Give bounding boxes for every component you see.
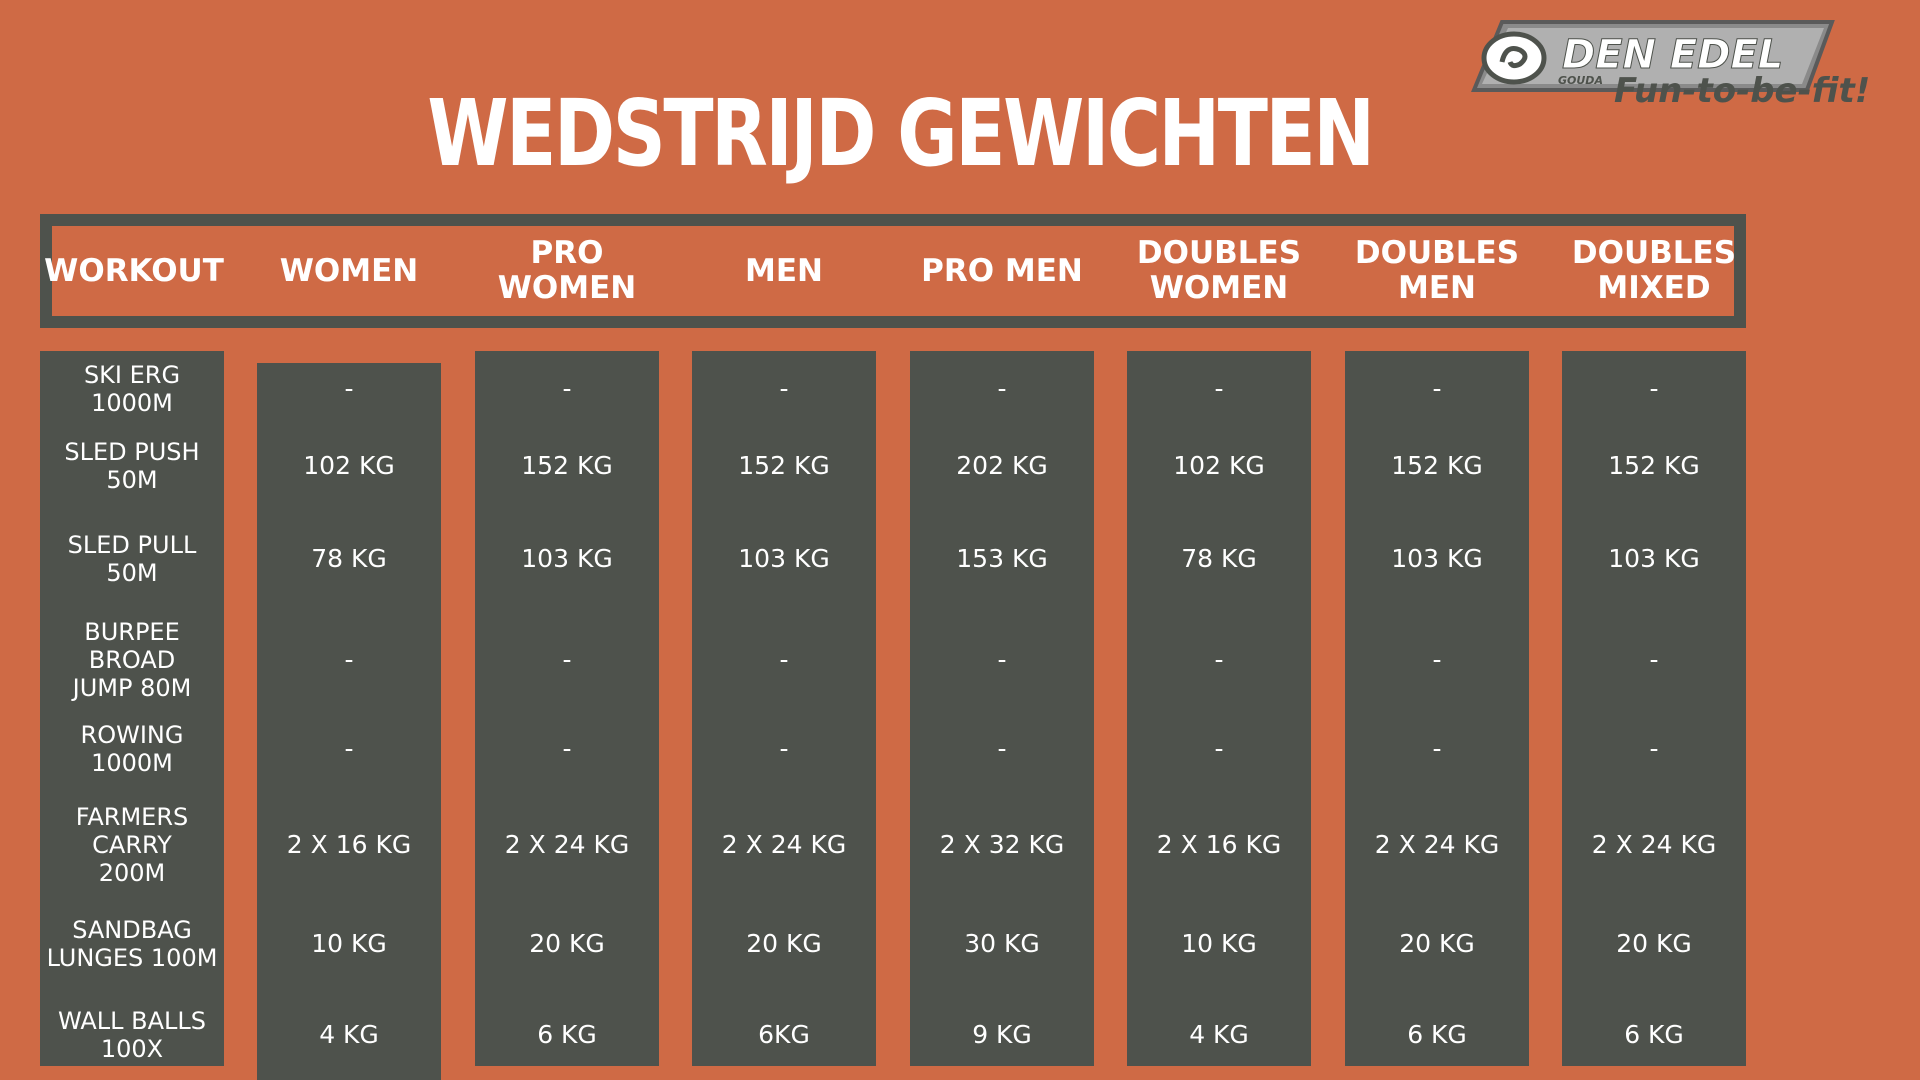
weight-cell: - xyxy=(1214,374,1224,403)
header-doubles-mixed: DOUBLES MIXED xyxy=(1571,235,1737,306)
weight-cell: 6 KG xyxy=(537,1020,597,1049)
header-workout: WORKOUT xyxy=(44,252,224,289)
weight-cell: 103 KG xyxy=(521,544,613,573)
weight-cell: 202 KG xyxy=(956,451,1048,480)
weight-cell: 2 X 24 KG xyxy=(1591,830,1717,859)
workout-label: FARMERS CARRY 200M xyxy=(75,803,189,887)
weight-cell: 6 KG xyxy=(1624,1020,1684,1049)
weight-cell: 152 KG xyxy=(1608,451,1700,480)
header-band xyxy=(54,228,1732,314)
workout-label: SLED PUSH 50M xyxy=(64,438,200,494)
header-men: MEN xyxy=(745,252,823,289)
weight-cell: - xyxy=(1649,734,1659,763)
category-column xyxy=(692,351,876,1066)
den-edel-logo: DEN EDEL GOUDA Fun-to-be-fit! xyxy=(1471,20,1870,111)
weight-cell: - xyxy=(562,734,572,763)
weight-cell: - xyxy=(779,374,789,403)
weight-cell: - xyxy=(1649,645,1659,674)
weight-cell: 20 KG xyxy=(529,929,605,958)
weight-cell: - xyxy=(997,374,1007,403)
weight-cell: 9 KG xyxy=(972,1020,1032,1049)
weight-cell: - xyxy=(344,645,354,674)
weight-cell: 6KG xyxy=(758,1020,810,1049)
weight-cell: 103 KG xyxy=(738,544,830,573)
logo-brand: DEN EDEL xyxy=(1562,32,1783,78)
workout-label: SLED PULL 50M xyxy=(67,531,197,587)
workout-column xyxy=(40,351,224,1066)
workout-label: SANDBAG LUNGES 100M xyxy=(46,916,218,972)
weight-cell: 30 KG xyxy=(964,929,1040,958)
weight-cell: 153 KG xyxy=(956,544,1048,573)
weight-cell: 20 KG xyxy=(746,929,822,958)
weight-cell: 2 X 16 KG xyxy=(1156,830,1282,859)
weight-cell: - xyxy=(997,645,1007,674)
weight-cell: - xyxy=(1649,374,1659,403)
weight-cell: 10 KG xyxy=(311,929,387,958)
weight-cell: 4 KG xyxy=(1189,1020,1249,1049)
weight-cell: - xyxy=(1214,734,1224,763)
weight-cell: - xyxy=(1214,645,1224,674)
weight-cell: 103 KG xyxy=(1391,544,1483,573)
workout-label: SKI ERG 1000M xyxy=(83,361,181,417)
weight-cell: - xyxy=(1432,734,1442,763)
weight-cell: 102 KG xyxy=(303,451,395,480)
weight-cell: 102 KG xyxy=(1173,451,1265,480)
weight-cell: 2 X 24 KG xyxy=(721,830,847,859)
weight-cell: - xyxy=(562,645,572,674)
weight-cell: - xyxy=(344,734,354,763)
category-column xyxy=(1127,351,1311,1066)
header-pro-men: PRO MEN xyxy=(921,252,1083,289)
weight-cell: - xyxy=(344,374,354,403)
category-column xyxy=(1345,351,1529,1066)
weight-cell: - xyxy=(1432,645,1442,674)
workout-label: BURPEE BROAD JUMP 80M xyxy=(72,618,192,702)
header-pro-women: PRO WOMEN xyxy=(497,235,637,306)
weight-cell: 2 X 24 KG xyxy=(504,830,630,859)
weight-cell: - xyxy=(997,734,1007,763)
workout-label: ROWING 1000M xyxy=(80,721,184,777)
category-column xyxy=(910,351,1094,1066)
weight-cell: - xyxy=(562,374,572,403)
weight-cell: 10 KG xyxy=(1181,929,1257,958)
weight-cell: 78 KG xyxy=(1181,544,1257,573)
weight-cell: 78 KG xyxy=(311,544,387,573)
weight-cell: 20 KG xyxy=(1616,929,1692,958)
header-women: WOMEN xyxy=(279,252,419,289)
weight-cell: 103 KG xyxy=(1608,544,1700,573)
logo-tagline: Fun-to-be-fit! xyxy=(1614,71,1870,111)
weight-cell: - xyxy=(1432,374,1442,403)
workout-label: WALL BALLS 100X xyxy=(57,1007,207,1063)
logo-location: GOUDA xyxy=(1558,74,1603,87)
category-column xyxy=(475,351,659,1066)
weight-cell: 20 KG xyxy=(1399,929,1475,958)
weight-cell: 6 KG xyxy=(1407,1020,1467,1049)
weight-cell: - xyxy=(779,645,789,674)
weight-cell: 152 KG xyxy=(1391,451,1483,480)
header-doubles-women: DOUBLES WOMEN xyxy=(1136,235,1302,306)
weight-cell: 152 KG xyxy=(521,451,613,480)
weight-cell: 4 KG xyxy=(319,1020,379,1049)
weight-cell: 2 X 24 KG xyxy=(1374,830,1500,859)
weight-cell: 2 X 32 KG xyxy=(939,830,1065,859)
weight-cell: 152 KG xyxy=(738,451,830,480)
header-doubles-men: DOUBLES MEN xyxy=(1354,235,1520,306)
weight-cell: 2 X 16 KG xyxy=(286,830,412,859)
category-column xyxy=(257,363,441,1080)
page-title: WEDSTRIJD GEWICHTEN xyxy=(427,80,1375,187)
weight-cell: - xyxy=(779,734,789,763)
category-column xyxy=(1562,351,1746,1066)
